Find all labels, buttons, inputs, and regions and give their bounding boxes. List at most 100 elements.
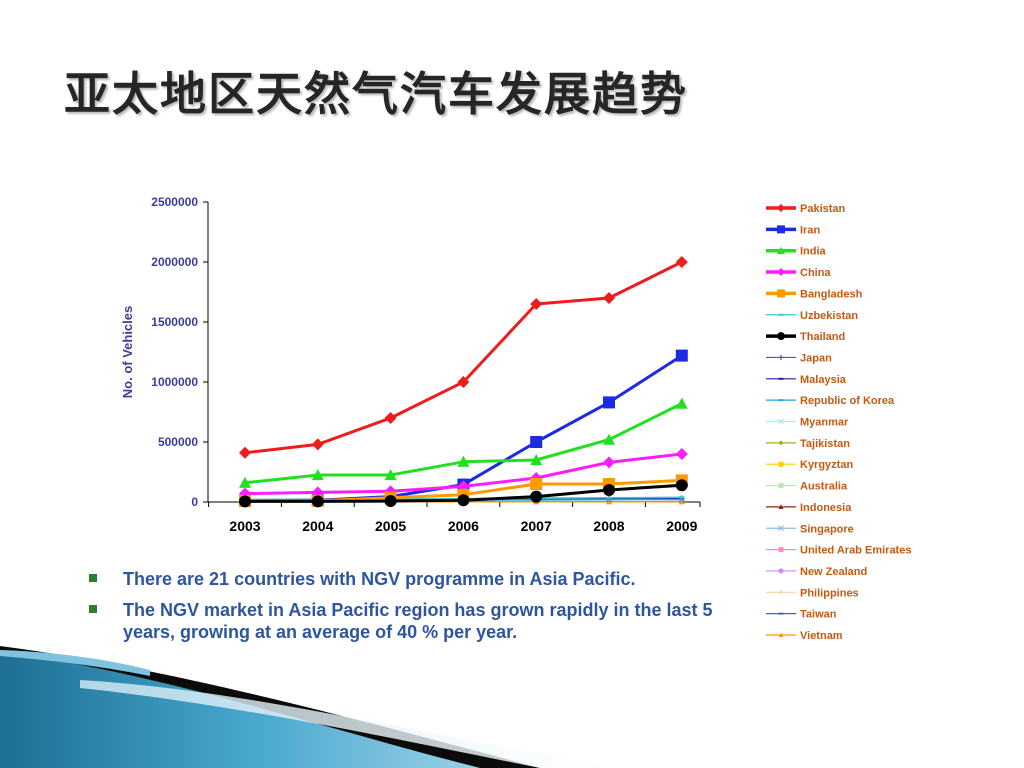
y-tick-label: 0 (191, 495, 198, 509)
data-point (384, 495, 397, 508)
legend-label: Pakistan (800, 203, 846, 215)
y-axis-label: No. of Vehicles (120, 306, 135, 398)
legend-label: Taiwan (800, 609, 837, 621)
legend-marker (778, 568, 784, 574)
legend-item: Taiwan (766, 609, 837, 621)
legend-item: Tajikistan (766, 438, 850, 450)
y-tick-label: 2000000 (151, 255, 198, 269)
legend-label: Iran (800, 224, 820, 236)
data-point (530, 298, 543, 310)
legend-label: Republic of Korea (800, 395, 895, 407)
legend-marker (778, 313, 784, 316)
legend-item: Indonesia (766, 502, 852, 514)
bullet-item: There are 21 countries with NGV programm… (86, 568, 766, 590)
legend-marker (777, 225, 785, 234)
legend-item: Malaysia (766, 374, 847, 386)
bullet-list: There are 21 countries with NGV programm… (86, 568, 766, 652)
square-bullet-icon (89, 574, 97, 582)
legend-marker (778, 461, 784, 467)
data-point (311, 495, 324, 508)
legend-marker (777, 268, 785, 277)
legend-item: United Arab Emirates (766, 545, 911, 557)
data-point (603, 456, 615, 469)
legend-marker (777, 204, 785, 212)
legend-item: Bangladesh (766, 288, 863, 300)
data-point (603, 484, 615, 496)
legend-label: Singapore (800, 523, 854, 535)
bullet-item: The NGV market in Asia Pacific region ha… (86, 599, 766, 643)
legend-item: Kyrgyztan (766, 459, 853, 471)
legend-marker (778, 525, 784, 532)
legend-item: New Zealand (766, 566, 867, 578)
data-point (457, 376, 470, 388)
legend-marker (778, 440, 784, 446)
y-tick-label: 2500000 (151, 195, 198, 209)
x-tick-label: 2004 (302, 518, 333, 534)
legend-item: Iran (766, 224, 820, 236)
legend-item: Australia (766, 481, 848, 493)
y-tick-label: 500000 (158, 435, 198, 449)
x-tick-label: 2003 (229, 518, 260, 534)
legend-label: Indonesia (800, 502, 852, 514)
legend-item: Singapore (766, 523, 854, 535)
square-bullet-icon (89, 605, 97, 613)
data-point (530, 490, 543, 503)
legend-marker (778, 632, 784, 638)
legend-label: Philippines (800, 587, 859, 599)
data-point (606, 499, 612, 505)
legend-label: India (800, 246, 827, 258)
data-point (530, 454, 543, 466)
data-point (675, 448, 688, 460)
legend-label: Vietnam (800, 630, 843, 642)
legend-item: Philippines (766, 587, 859, 599)
legend-item: India (766, 246, 827, 258)
series-india (239, 397, 688, 488)
x-tick-label: 2009 (666, 518, 697, 534)
legend-item: Uzbekistan (766, 310, 858, 322)
data-point (679, 498, 685, 501)
data-point (675, 256, 688, 268)
data-point (530, 436, 543, 448)
y-tick-label: 1500000 (151, 315, 198, 329)
x-tick-label: 2007 (521, 518, 552, 534)
data-point (603, 433, 615, 445)
legend-marker (778, 399, 784, 402)
legend-item: Thailand (766, 331, 845, 343)
legend-marker (777, 332, 785, 341)
data-point (606, 496, 612, 499)
legend-label: Kyrgyztan (800, 459, 853, 471)
data-point (679, 496, 685, 499)
data-point (384, 412, 397, 424)
legend-item: Japan (766, 352, 832, 364)
legend-label: Australia (800, 481, 848, 493)
data-point (675, 479, 688, 492)
legend-marker (778, 547, 784, 553)
legend-label: New Zealand (800, 566, 867, 578)
legend-marker (778, 483, 784, 489)
data-point (311, 438, 324, 451)
legend-item: Republic of Korea (766, 395, 895, 407)
legend-marker (778, 418, 784, 425)
data-point (675, 397, 688, 409)
data-point (606, 498, 612, 501)
legend-item: Vietnam (766, 630, 843, 642)
data-point (679, 499, 685, 505)
x-tick-label: 2008 (593, 518, 624, 534)
data-point (457, 455, 470, 467)
data-point (239, 476, 251, 488)
legend-label: Myanmar (800, 417, 849, 429)
legend-label: Thailand (800, 331, 845, 343)
data-point (457, 494, 470, 507)
legend-marker (777, 289, 785, 298)
bullet-text: The NGV market in Asia Pacific region ha… (123, 600, 713, 642)
legend-marker (778, 504, 784, 510)
y-tick-label: 1000000 (151, 375, 198, 389)
data-point (603, 396, 615, 409)
legend-item: Myanmar (766, 417, 849, 429)
legend-label: China (800, 267, 831, 279)
legend-label: Bangladesh (800, 288, 863, 300)
data-point (239, 495, 251, 508)
legend-label: Uzbekistan (800, 310, 858, 322)
